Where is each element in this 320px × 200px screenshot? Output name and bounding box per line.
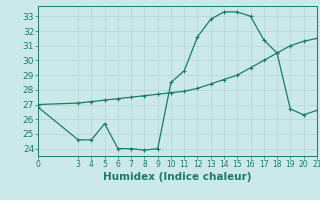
X-axis label: Humidex (Indice chaleur): Humidex (Indice chaleur)	[103, 172, 252, 182]
